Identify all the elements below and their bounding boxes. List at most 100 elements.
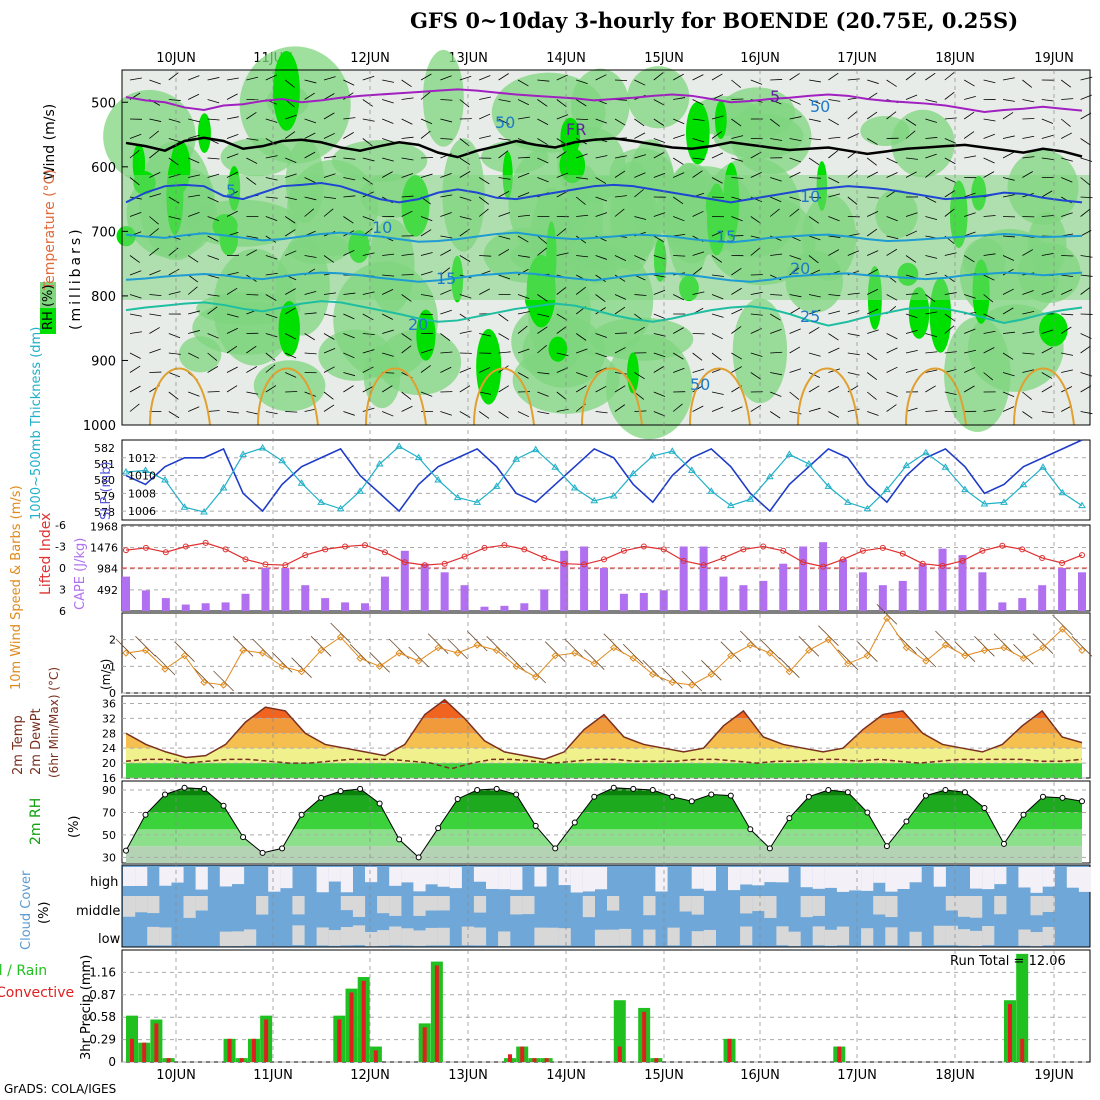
wind-barb: [770, 351, 783, 354]
wind-barb: [692, 138, 705, 143]
wind-barb: [517, 156, 531, 159]
wind-barb: [304, 255, 317, 258]
cape-bar: [600, 568, 608, 611]
wind-barb: [634, 154, 647, 159]
cloud-mid-block: [873, 896, 886, 915]
wind-barb: [188, 330, 200, 334]
lifted-point: [501, 542, 508, 549]
wind-barb: [750, 216, 761, 224]
wind-barb: [265, 255, 278, 260]
cloud-low-block: [340, 927, 353, 946]
temp2m-panel: 16 20 24 28 32 36 2m Temp 2m DewPt (6hr Min/M…: [11, 667, 1091, 785]
wind-barb: [525, 662, 546, 684]
thickness-point: [278, 456, 286, 464]
cloud-mid-block: [800, 896, 813, 918]
wind-barb: [556, 99, 567, 108]
rh-high-blob: [278, 301, 300, 357]
wind-barb: [207, 391, 220, 393]
cloud-mid-block: [764, 896, 777, 918]
cloud-high-block: [1078, 867, 1092, 892]
wind-barb: [440, 172, 452, 178]
wind-barb: [168, 157, 179, 166]
cloud-low-block: [473, 927, 487, 946]
rh-point: [591, 793, 598, 800]
isotherm--5: [125, 88, 1083, 113]
bottom-date-11JUN: 11JUN: [253, 1068, 293, 1083]
wind-barb: [964, 192, 976, 198]
wind-point: [571, 649, 579, 657]
cape-bar: [540, 589, 549, 611]
wind-barb: [575, 385, 587, 393]
wind-barb: [285, 250, 297, 256]
wind-barb: [401, 157, 414, 161]
wind-barb: [653, 212, 666, 217]
wind-barb: [828, 235, 841, 238]
wind-barb: [828, 310, 841, 315]
wind-barb: [731, 118, 742, 127]
cape-bar: [679, 546, 688, 611]
contour-label: 20: [408, 315, 428, 334]
wind-barb: [925, 333, 938, 338]
wind-barb: [983, 171, 995, 178]
wind-barb: [711, 391, 724, 395]
wind-barb: [498, 333, 510, 340]
cloud-high-block: [534, 867, 547, 887]
wind-barb: [304, 92, 315, 100]
wind-barb: [867, 308, 879, 315]
wind-barb: [537, 313, 550, 318]
cloud-high-block: [582, 867, 595, 892]
rh-tick: 70: [102, 806, 116, 819]
thickness-point: [453, 493, 462, 501]
wind-barb: [808, 407, 821, 412]
wind-point: [980, 646, 989, 655]
rh-point: [922, 792, 929, 799]
cape-tick: 492: [97, 584, 118, 597]
wind-barb: [828, 177, 840, 184]
cloud-mid-block: [957, 896, 971, 917]
wind-barb: [692, 170, 703, 178]
wind-barb: [343, 333, 355, 339]
wind-barb: [517, 214, 530, 217]
cloud-high-block: [897, 867, 910, 889]
wind-barb: [673, 97, 686, 100]
cloud-low-block: [377, 930, 390, 946]
wind-barb: [537, 326, 548, 334]
wind-barb: [188, 310, 200, 315]
wind-barb: [207, 274, 220, 279]
wind-barb: [808, 255, 819, 264]
millibars-label: (millibars): [68, 226, 84, 330]
wind-barb: [1061, 255, 1074, 257]
cape-bar: [122, 576, 130, 611]
precip-conv-bar: [154, 1023, 159, 1062]
thickness-tick: 580: [94, 474, 115, 487]
wind-barb: [828, 99, 841, 102]
cloud-mid-block: [183, 896, 196, 918]
cloud-mid-block: [740, 896, 753, 914]
cloud-low-block: [957, 929, 971, 946]
lifted-point: [222, 546, 229, 553]
wind-barb: [692, 267, 703, 276]
wind-barb: [420, 294, 433, 297]
wind-speed-line: [125, 617, 1083, 686]
wind-barb: [701, 660, 722, 681]
wind-barb: [653, 138, 666, 144]
wind-barb: [498, 138, 511, 141]
thickness-point: [668, 447, 677, 454]
wind-barb: [479, 96, 492, 100]
temp-tick: 36: [102, 697, 116, 710]
cloud-high-block: [123, 867, 136, 886]
precip-conv-bar: [264, 1019, 269, 1062]
wind-barb: [905, 407, 918, 412]
wind-barb: [265, 294, 277, 301]
wind-barb: [808, 157, 820, 166]
wind-barb: [252, 638, 273, 660]
wind-barb: [362, 216, 375, 222]
thickness-point: [531, 445, 540, 453]
wind-barb: [1061, 177, 1073, 183]
wind-barb: [770, 196, 782, 203]
cloud-high-block: [473, 867, 487, 882]
rh-point: [259, 849, 266, 856]
wind-tick: 2: [109, 634, 116, 647]
wind-barb: [149, 79, 161, 85]
bottom-date-12JUN: 12JUN: [350, 1068, 390, 1083]
